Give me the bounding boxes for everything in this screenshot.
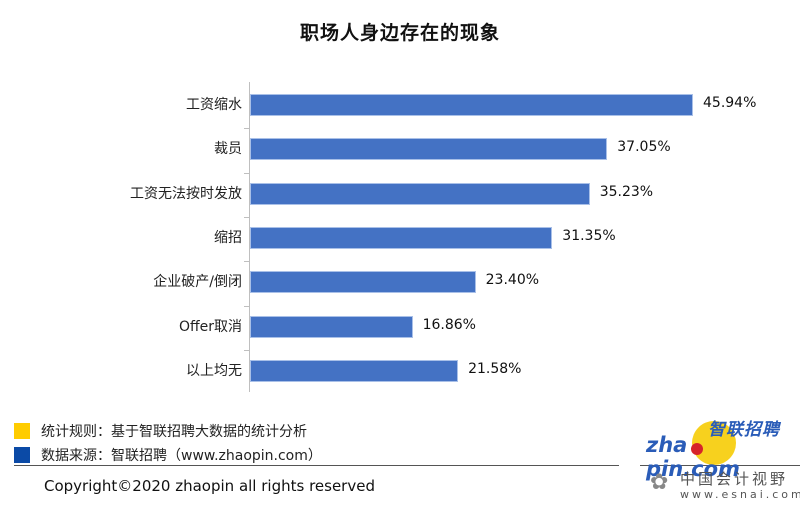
category-label: 工资缩水 [186, 97, 242, 113]
bar [250, 271, 476, 294]
value-label: 35.23% [599, 183, 654, 200]
axis-tick [244, 216, 249, 218]
blue-swatch-icon [14, 447, 30, 463]
logo-en-text: zhapin.com [646, 433, 790, 481]
category-label: 工资无法按时发放 [130, 185, 242, 202]
zhaopin-logo: 智联招聘 zhapin.com [640, 415, 790, 481]
bar [250, 359, 459, 382]
bar-chart: 工资缩水 45.94% 裁员 37.05% 工资无法按时发放 35.23% 缩招 31.35%… [0, 82, 800, 392]
value-label: 23.40% [485, 272, 540, 289]
logo-en-left: zha [646, 433, 688, 457]
note-stat-rule: 统计规则：基于智联招聘大数据的统计分析 [14, 421, 307, 441]
category-label: 裁员 [214, 141, 242, 158]
value-label: 45.94% [703, 95, 757, 111]
flower-icon: ✿ [650, 470, 669, 495]
footer-divider [640, 465, 800, 466]
bar-row: 以上均无 21.58% [0, 348, 800, 392]
value-label: 37.05% [617, 139, 671, 156]
category-label: Offer取消 [178, 318, 242, 335]
bar [250, 315, 413, 338]
footer-divider [14, 465, 619, 466]
category-label: 缩招 [214, 229, 242, 246]
bar [250, 94, 693, 116]
logo-red-dot-icon [691, 443, 703, 455]
note-text: 统计规则：基于智联招聘大数据的统计分析 [41, 424, 307, 440]
yellow-swatch-icon [14, 423, 30, 439]
bar [250, 226, 553, 249]
logo-cn-text: 智联招聘 [708, 420, 780, 440]
watermark-url: www.esnai.com [680, 488, 800, 501]
bar [250, 138, 608, 161]
bar-row: 工资无法按时发放 35.23% [0, 171, 800, 215]
bar [250, 182, 590, 205]
copyright-text: Copyright©2020 zhaopin all rights reserv… [44, 477, 375, 495]
value-label: 21.58% [468, 360, 522, 377]
category-label: 以上均无 [186, 362, 242, 379]
logo-en-right: pin.com [646, 457, 740, 481]
axis-tick [244, 261, 249, 263]
bar-row: 工资缩水 45.94% [0, 82, 800, 126]
value-label: 16.86% [422, 316, 476, 333]
watermark: ✿ 中国会计视野 www.esnai.com [650, 468, 800, 505]
axis-tick [244, 305, 249, 307]
watermark-cn: 中国会计视野 [680, 470, 789, 488]
category-axis [249, 82, 250, 392]
chart-title: 职场人身边存在的现象 [299, 22, 500, 44]
bar-row: 裁员 37.05% [0, 126, 800, 170]
value-label: 31.35% [562, 227, 616, 244]
bar-row: Offer取消 16.86% [0, 304, 800, 348]
note-data-source: 数据来源：智联招聘（www.zhaopin.com） [14, 445, 322, 465]
axis-tick [244, 349, 249, 351]
category-label: 企业破产/倒闭 [153, 274, 242, 291]
note-text: 数据来源：智联招聘（www.zhaopin.com） [41, 448, 322, 464]
bar-row: 企业破产/倒闭 23.40% [0, 259, 800, 303]
axis-tick [244, 172, 249, 174]
bar-row: 缩招 31.35% [0, 215, 800, 259]
axis-tick [244, 128, 249, 130]
